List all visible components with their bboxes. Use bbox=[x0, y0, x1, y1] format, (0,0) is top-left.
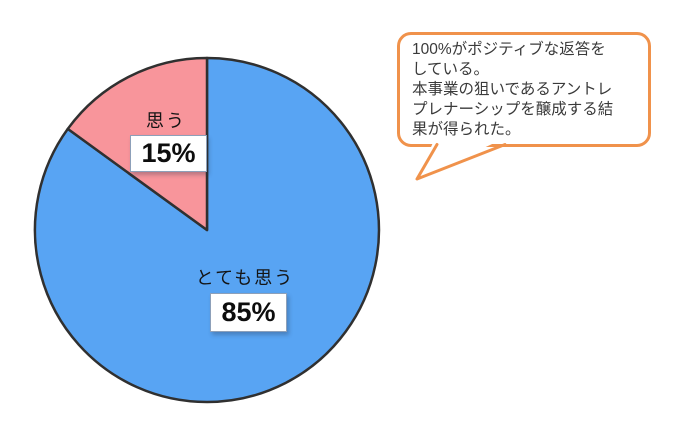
callout-tail-outline bbox=[415, 143, 507, 181]
callout-text: 100%がポジティブな返答を している。 本事業の狙いであるアントレ プレナーシ… bbox=[412, 41, 614, 138]
percent-box-very-agree: 85% bbox=[210, 293, 287, 332]
callout-tail-fill bbox=[417, 138, 505, 179]
percent-value-very-agree: 85% bbox=[221, 297, 276, 327]
callout-tail bbox=[415, 138, 507, 181]
slice-label-very-agree: とても思う bbox=[195, 268, 295, 288]
slice-label-agree: 思う bbox=[146, 111, 186, 131]
percent-value-agree: 15% bbox=[141, 138, 196, 168]
callout-bubble: 100%がポジティブな返答を している。 本事業の狙いであるアントレ プレナーシ… bbox=[397, 32, 651, 147]
percent-box-agree: 15% bbox=[130, 135, 207, 172]
